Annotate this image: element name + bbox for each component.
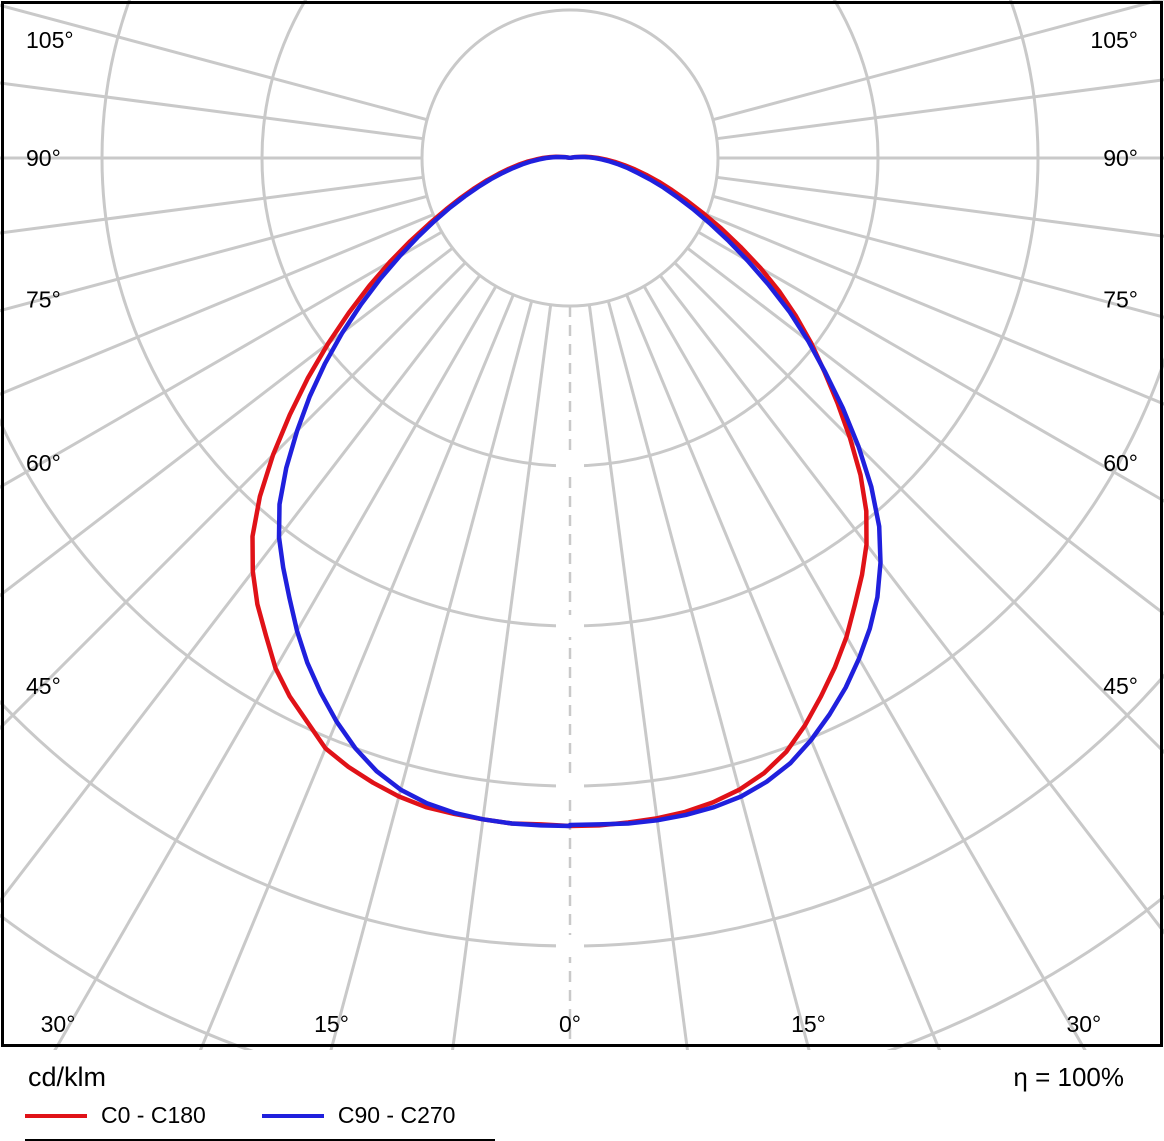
polar-chart-canvas: 105° 90° 75° 60° 45° 30° 15° 0° 15° 30° 45° 60° 75° 9… [0, 0, 1164, 1050]
ring-label-gap [556, 935, 584, 957]
radial-line [0, 230, 443, 489]
radial-line [0, 274, 482, 904]
plot-border [1, 1, 1163, 1047]
radial-line [697, 230, 1164, 503]
radial-line [0, 261, 467, 731]
units-label: cd/klm [28, 1062, 107, 1092]
angle-label-bottom-left-15: 15° [314, 1011, 349, 1037]
radial-line [673, 261, 1164, 755]
angle-label-bottom-center-0: 0° [559, 1011, 581, 1037]
radial-line [587, 304, 689, 1050]
ring-label-gap [556, 615, 584, 637]
radial-line [53, 285, 498, 1050]
ring-label-gap [556, 775, 584, 797]
ring-label-gap [556, 455, 584, 477]
radial-line [0, 81, 424, 141]
radial-line [716, 175, 1164, 238]
c0-c180-line-swatch [25, 1113, 87, 1118]
angle-label-bottom-left-30: 30° [41, 1011, 76, 1037]
legend-item-c0-c180: C0 - C180 [25, 1102, 206, 1129]
series-curve-c0-c180 [250, 154, 869, 829]
grid-ring [260, 0, 880, 468]
series-curve-c90-c270 [276, 154, 883, 829]
radial-line [642, 285, 1087, 1050]
radial-line [686, 246, 1164, 616]
radial-line [606, 300, 811, 1050]
radial-line [658, 274, 1164, 935]
grid-ring [0, 356, 1164, 788]
radial-line [625, 294, 942, 1050]
angle-label-right-75: 75° [1103, 286, 1138, 312]
angle-label-left-90: 90° [26, 145, 61, 171]
legend-label-c0-c180: C0 - C180 [101, 1102, 206, 1128]
radial-line [712, 0, 1164, 122]
angle-label-left-75: 75° [26, 286, 61, 312]
legend: C0 - C180 C90 - C270 [25, 1102, 496, 1141]
angle-label-right-60: 60° [1103, 450, 1138, 476]
angle-label-left-105: 105° [26, 27, 74, 53]
radial-line [198, 294, 515, 1050]
efficiency-value: η = 100% [1013, 1062, 1124, 1092]
radial-line [0, 194, 428, 313]
angle-label-right-45: 45° [1103, 673, 1138, 699]
radial-line [0, 3, 428, 122]
radial-line [712, 194, 1164, 319]
legend-item-c90-c270: C90 - C270 [261, 1102, 456, 1129]
radial-line [0, 246, 454, 598]
angle-label-right-105: 105° [1090, 27, 1138, 53]
angle-label-bottom-right-15: 15° [791, 1011, 826, 1037]
legend-label-c90-c270: C90 - C270 [337, 1102, 456, 1128]
radial-line [0, 175, 424, 235]
radial-line [716, 78, 1164, 141]
chart-footer: cd/klm η = 100% C0 - C180 C90 - C270 [0, 1050, 1164, 1141]
grid-radial-lines [0, 0, 1164, 1050]
angle-label-right-90: 90° [1103, 145, 1138, 171]
angle-label-bottom-right-30: 30° [1066, 1011, 1101, 1037]
angle-label-left-60: 60° [26, 450, 61, 476]
radial-line [329, 300, 534, 1050]
radial-line [451, 304, 553, 1050]
radial-line [706, 213, 1164, 406]
c90-c270-line-swatch [261, 1113, 324, 1118]
angle-label-left-45: 45° [26, 673, 61, 699]
radial-line [0, 213, 434, 396]
